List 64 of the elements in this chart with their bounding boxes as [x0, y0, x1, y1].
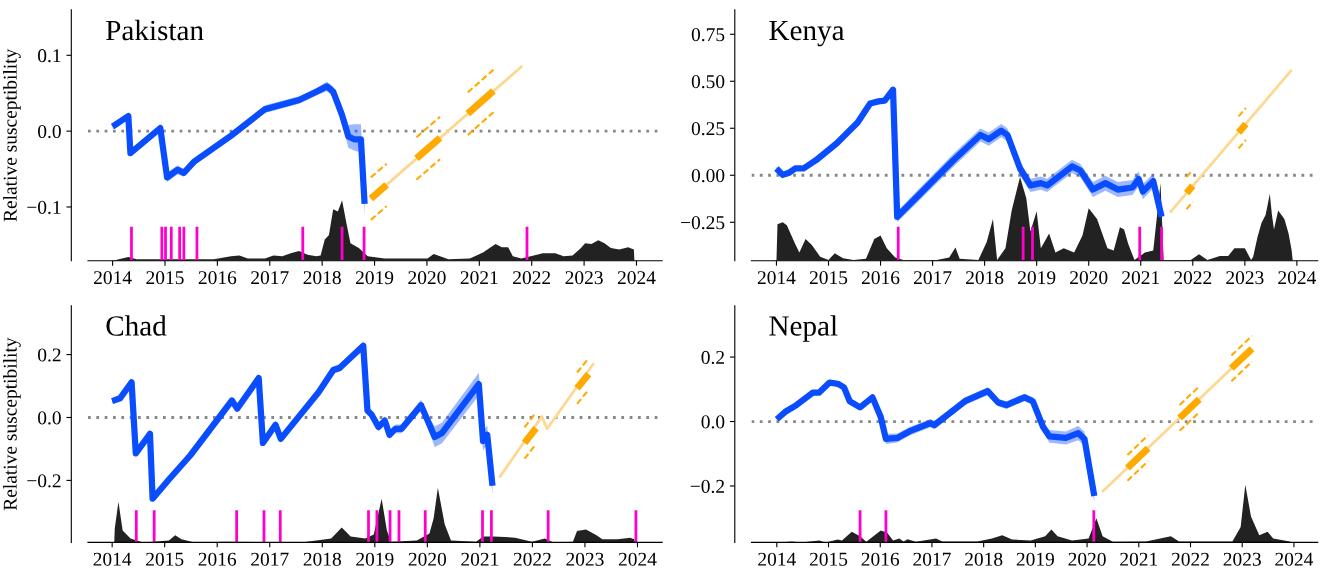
- x-tick-label: 2014: [94, 271, 132, 285]
- x-tick-label: 2015: [809, 552, 848, 566]
- y-tick-label: 0.2: [38, 348, 61, 362]
- x-tick-label: 2018: [965, 552, 1003, 566]
- y-tick-label: 0.1: [38, 49, 61, 63]
- x-tick-label: 2022: [513, 271, 551, 285]
- x-tick-label: 2021: [1122, 271, 1160, 285]
- chart-title: Chad: [106, 315, 167, 336]
- x-tick-label: 2016: [198, 271, 237, 285]
- x-tick-label: 2017: [913, 552, 951, 566]
- x-tick-label: 2016: [861, 552, 900, 566]
- x-tick-label: 2020: [408, 552, 447, 566]
- x-tick-label: 2014: [758, 552, 796, 566]
- x-tick-label: 2015: [146, 271, 184, 285]
- x-tick-label: 2019: [1016, 552, 1055, 566]
- x-tick-label: 2017: [251, 552, 289, 566]
- x-tick-label: 2014: [757, 271, 796, 285]
- x-tick-label: 2019: [355, 271, 394, 285]
- x-tick-label: 2018: [303, 552, 341, 566]
- x-tick-label: 2023: [1226, 271, 1264, 285]
- chart-title: Pakistan: [106, 19, 204, 41]
- x-tick-label: 2016: [198, 552, 237, 566]
- y-tick-label: −0.25: [681, 216, 725, 230]
- x-tick-label: 2020: [408, 271, 446, 285]
- x-tick-label: 2015: [146, 552, 184, 566]
- x-tick-label: 2022: [1171, 552, 1209, 566]
- x-tick-label: 2017: [251, 271, 289, 285]
- y-tick-label: 0.00: [691, 169, 725, 183]
- y-tick-label: 0.50: [691, 75, 725, 89]
- x-tick-label: 2015: [809, 271, 848, 285]
- y-tick-label: 0.0: [701, 415, 725, 429]
- y-tick-label: 0.0: [38, 411, 61, 425]
- chart-title: Kenya: [769, 20, 845, 47]
- x-tick-label: 2023: [565, 271, 603, 285]
- y-tick-label: −0.2: [27, 474, 61, 488]
- y-tick-label: 0.75: [691, 28, 725, 42]
- x-tick-label: 2014: [93, 552, 132, 566]
- chart-title: Nepal: [769, 315, 838, 342]
- x-tick-label: 2024: [1278, 271, 1317, 285]
- x-tick-label: 2022: [513, 552, 551, 566]
- y-tick-label: 0.2: [701, 350, 724, 365]
- x-tick-label: 2021: [461, 552, 499, 566]
- x-tick-label: 2020: [1068, 552, 1106, 566]
- x-tick-label: 2017: [913, 271, 952, 285]
- x-tick-label: 2022: [1174, 271, 1212, 285]
- x-tick-label: 2018: [966, 271, 1004, 285]
- x-tick-label: 2024: [618, 552, 657, 566]
- x-tick-label: 2021: [460, 271, 498, 285]
- x-tick-label: 2019: [1018, 271, 1056, 285]
- x-tick-label: 2024: [617, 271, 656, 285]
- x-tick-label: 2024: [1275, 552, 1314, 566]
- y-tick-label: 0.25: [691, 122, 725, 136]
- x-tick-label: 2019: [356, 552, 394, 566]
- x-tick-label: 2020: [1070, 271, 1108, 285]
- y-tick-label: 0.0: [38, 124, 61, 139]
- x-tick-label: 2018: [303, 271, 341, 285]
- y-axis-title: Relative susceptibility: [3, 337, 21, 511]
- y-axis-title: Relative susceptibility: [3, 48, 21, 222]
- x-tick-label: 2023: [566, 552, 604, 566]
- x-tick-label: 2023: [1223, 552, 1261, 566]
- x-tick-label: 2016: [861, 271, 900, 285]
- x-tick-label: 2021: [1120, 552, 1158, 566]
- y-tick-label: −0.2: [690, 479, 724, 493]
- y-tick-label: −0.1: [27, 200, 61, 214]
